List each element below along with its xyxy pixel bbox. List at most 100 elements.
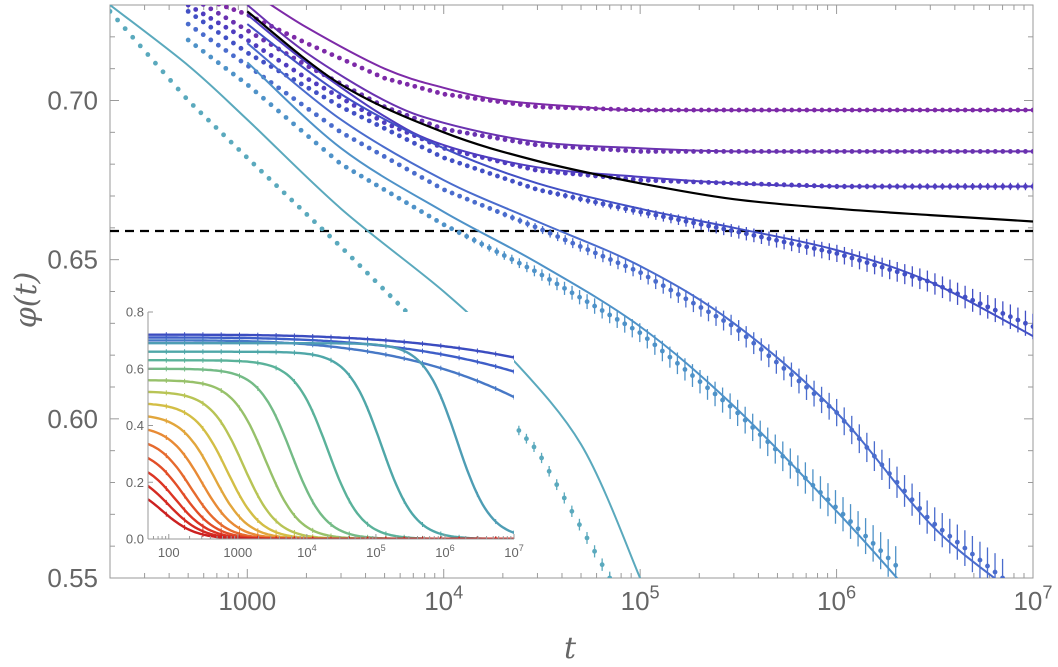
data-point [789,372,794,378]
data-point [525,140,531,146]
data-point [653,212,659,218]
data-point [660,214,666,220]
data-point [336,128,342,134]
data-point [299,38,305,44]
inset-x-tick-label: 107 [504,543,524,560]
data-point [253,33,259,39]
data-point [614,316,620,322]
data-point [728,228,734,233]
data-point [540,142,546,148]
data-point [221,132,226,138]
data-point [502,212,508,217]
data-point [336,103,342,109]
data-point [434,124,440,130]
data-point [554,482,560,488]
data-point [781,365,787,371]
data-point [216,5,222,7]
data-point [766,236,772,242]
inset-axes: 100 1000 104 105 106 107 0.0 0.2 0.4 0.6 0.8 [126,305,524,561]
data-point [449,226,455,232]
data-point [743,334,749,340]
data-point [878,548,884,554]
inset-x-tick-label: 105 [366,543,386,560]
data-point [231,53,236,59]
data-point [872,262,877,268]
data-point [291,67,297,73]
data-point [457,129,463,135]
data-point [1023,320,1028,326]
data-point [266,176,272,181]
data-point [585,198,591,203]
data-point [329,90,334,95]
inset-series-line [148,471,514,539]
data-point [502,137,508,142]
data-point [160,69,166,75]
data-point [404,81,410,87]
data-point [638,177,644,183]
data-point [464,163,470,169]
x-tick-label: 106 [817,582,856,616]
data-point [382,75,388,81]
data-point [352,62,357,68]
data-point [660,283,666,289]
data-point [629,325,635,331]
data-point [676,217,681,223]
data-point [531,444,537,450]
data-point [193,26,199,32]
inset-y-tick-label: 0.2 [126,475,144,490]
data-point [819,247,825,253]
data-point [343,164,349,170]
data-point [327,233,332,239]
data-point [479,168,485,174]
data-point [516,260,522,266]
data-point [652,342,658,348]
data-point [434,183,440,189]
data-point [380,285,385,291]
data-point [600,146,606,152]
y-tick-label: 0.55 [47,563,98,593]
data-point [607,575,613,578]
data-point [168,78,173,83]
data-point [885,555,891,561]
data-point [449,190,455,196]
data-point [532,167,538,173]
data-point [706,223,712,229]
data-point [593,199,598,205]
data-point [759,234,764,240]
data-point [321,147,327,152]
data-point [630,266,636,272]
data-point [796,242,802,248]
data-point [690,373,695,378]
data-point [337,55,342,61]
data-point [728,322,734,328]
data-point [193,14,199,20]
data-point [622,321,628,327]
series-line [269,5,1033,112]
data-point [683,296,689,302]
series-line [246,13,1033,188]
data-point [321,48,327,54]
data-point [758,347,764,352]
data-point [555,234,561,240]
data-point [283,90,289,96]
data-point [600,253,606,259]
data-point [412,140,417,146]
data-point [239,10,244,15]
data-point [842,253,847,259]
data-point [246,38,251,44]
data-point [185,37,191,43]
data-point [939,527,945,533]
data-point [245,83,251,88]
data-point [215,42,221,48]
data-point [547,169,553,175]
data-point [198,110,204,116]
data-point [243,154,249,160]
data-point [321,94,327,100]
data-point [253,55,259,61]
data-point [849,255,855,261]
data-point [442,155,448,161]
inset-series-line [148,498,514,539]
data-point [870,540,876,546]
data-point [193,43,199,49]
data-point [442,91,448,97]
